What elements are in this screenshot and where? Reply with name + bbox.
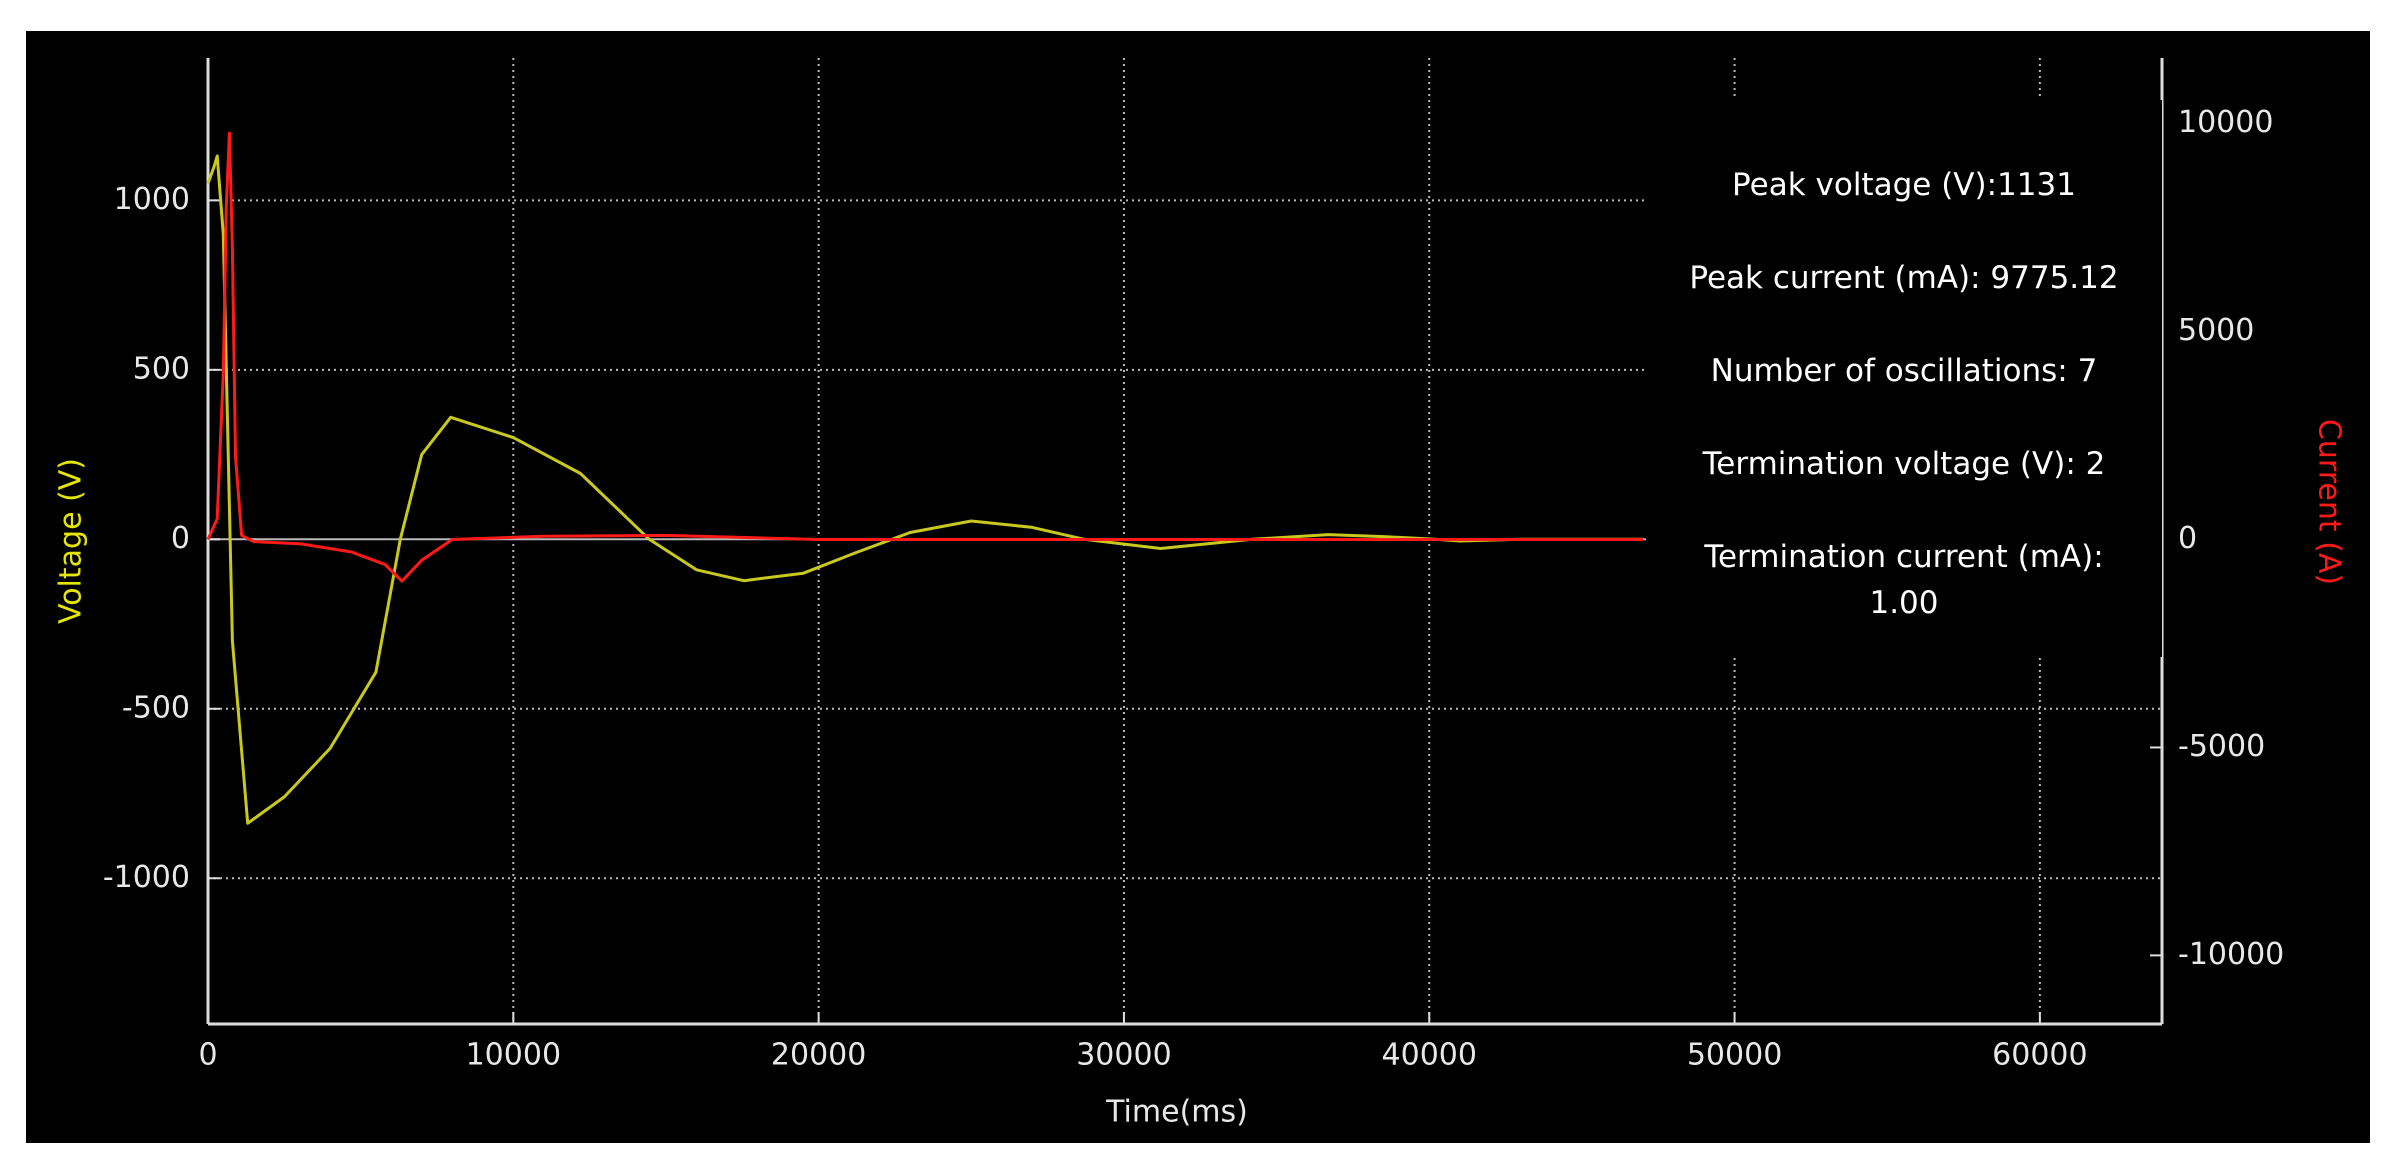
x-tick-label: 0	[198, 1038, 217, 1073]
info-line: Peak voltage (V):1131	[1732, 167, 2076, 203]
x-tick-label: 10000	[466, 1038, 561, 1073]
info-line: Peak current (mA): 9775.12	[1689, 260, 2119, 296]
info-line: Number of oscillations: 7	[1710, 353, 2098, 389]
y-axis-label: Voltage (V)	[54, 458, 89, 624]
y2-tick-label: 10000	[2178, 105, 2273, 140]
y2-tick-label: 5000	[2178, 313, 2254, 348]
y-tick-label: 1000	[114, 182, 190, 217]
series-line	[206, 154, 1643, 825]
info-box: Peak voltage (V):1131 Peak current (mA): …	[1646, 100, 2162, 657]
x-axis-label: Time(ms)	[1105, 1095, 1248, 1130]
x-tick-label: 60000	[1992, 1038, 2087, 1073]
y-tick-label: -1000	[103, 860, 190, 895]
y2-tick-label: -10000	[2178, 937, 2284, 972]
y-tick-label: 0	[171, 521, 190, 556]
x-tick-label: 20000	[771, 1038, 866, 1073]
y2-tick-label: 0	[2178, 521, 2197, 556]
x-tick-label: 40000	[1382, 1038, 1477, 1073]
x-tick-label: 30000	[1076, 1038, 1171, 1073]
y-tick-label: -500	[122, 690, 190, 725]
info-line: Termination current (mA): 1.00	[1704, 539, 2104, 621]
y2-axis-label: Current (A)	[2312, 419, 2347, 585]
y-tick-label: 500	[133, 351, 190, 386]
y2-tick-label: -5000	[2178, 729, 2265, 764]
info-line: Termination voltage (V): 2	[1702, 446, 2106, 482]
series-line	[206, 131, 1643, 583]
x-tick-label: 50000	[1687, 1038, 1782, 1073]
